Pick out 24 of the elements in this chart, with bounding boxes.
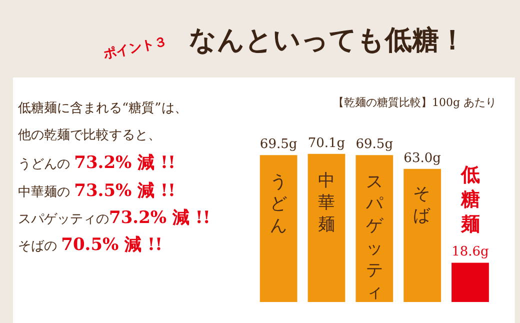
x-tick-label: 低糖麺 — [460, 164, 480, 236]
text: 他の乾麺で比較すると、 — [18, 128, 161, 143]
text: 低糖麺に含まれる“糖質”は、 — [18, 101, 188, 116]
text: そばの 70.5% 減 !! — [18, 235, 162, 255]
text: 中華麺の 73.5% 減 !! — [18, 181, 176, 201]
bar — [356, 155, 394, 302]
bar — [404, 168, 442, 302]
x-tick-label: そば — [413, 184, 431, 226]
text: ポイント３ — [101, 34, 169, 63]
text: うどんの 73.2% 減 !! — [18, 153, 176, 173]
data-label: 70.1g — [308, 136, 346, 151]
chart-subtitle: 【乾麺の糖質比較】100g あたり — [333, 96, 497, 109]
bar — [308, 154, 346, 302]
data-label: 69.5g — [356, 137, 394, 152]
bar — [260, 155, 298, 302]
x-tick-label: スパゲッティ — [365, 172, 384, 302]
chart-title: なんといっても低糖！ — [189, 25, 466, 56]
x-tick-label: うどん — [270, 172, 287, 236]
data-label: 69.5g — [260, 137, 298, 152]
x-tick-label: 中華麺 — [318, 171, 335, 236]
data-label: 63.0g — [404, 150, 441, 166]
data-label: 18.6g — [452, 244, 489, 260]
text: スパゲッティの73.2% 減 !! — [18, 208, 210, 228]
bar — [452, 262, 489, 302]
